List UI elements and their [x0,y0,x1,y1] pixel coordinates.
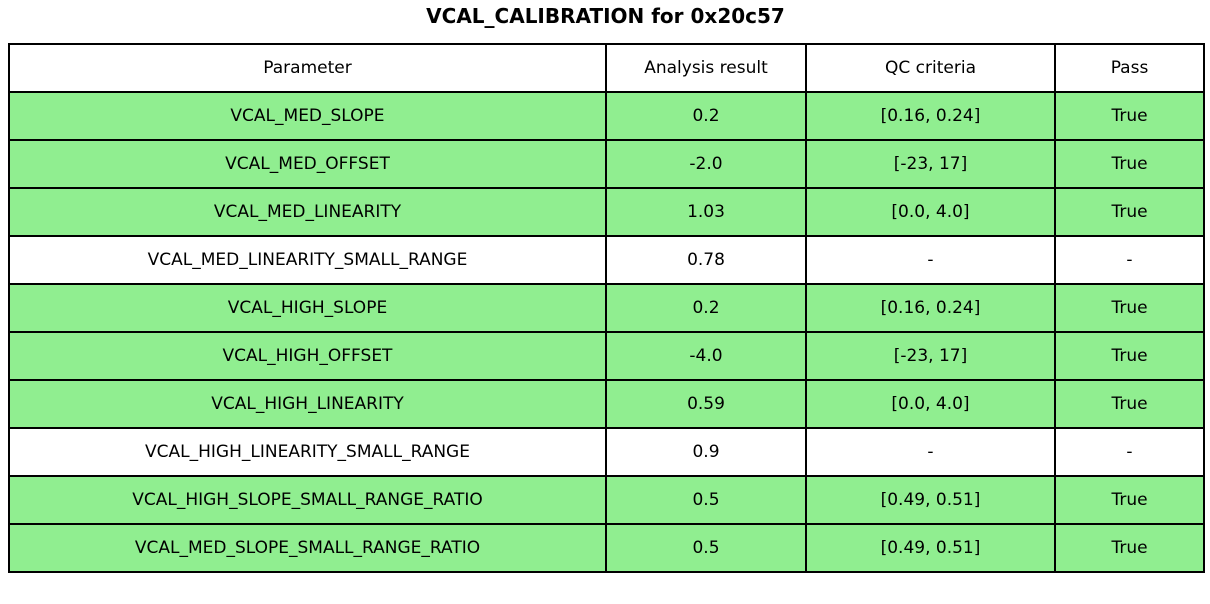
cell-parameter: VCAL_HIGH_LINEARITY [8,379,607,429]
cell-qc-criteria: [0.49, 0.51] [805,475,1056,525]
cell-analysis-result: -2.0 [605,139,807,189]
table-row: VCAL_HIGH_SLOPE_SMALL_RANGE_RATIO 0.5 [0.4… [8,475,1205,525]
cell-analysis-result: 0.5 [605,523,807,573]
cell-parameter: VCAL_MED_OFFSET [8,139,607,189]
cell-qc-criteria: [-23, 17] [805,139,1056,189]
cell-parameter: VCAL_MED_SLOPE_SMALL_RANGE_RATIO [8,523,607,573]
table-row: VCAL_MED_LINEARITY 1.03 [0.0, 4.0] True [8,187,1205,237]
table-row: VCAL_MED_LINEARITY_SMALL_RANGE 0.78- - [8,235,1205,285]
cell-analysis-result: 0.5 [605,475,807,525]
cell-pass: - [1054,235,1205,285]
table-header-row: Parameter Analysis result QC criteria Pa… [8,43,1205,93]
cell-qc-criteria: [0.49, 0.51] [805,523,1056,573]
table-row: VCAL_MED_SLOPE_SMALL_RANGE_RATIO 0.5 [0.49… [8,523,1205,573]
cell-pass: True [1054,331,1205,381]
column-header-qc-criteria: QC criteria [805,43,1056,93]
cell-parameter: VCAL_MED_LINEARITY [8,187,607,237]
cell-analysis-result: 0.9 [605,427,807,477]
table-row: VCAL_HIGH_SLOPE 0.2 [0.16, 0.24] True [8,283,1205,333]
cell-qc-criteria: - [805,235,1056,285]
cell-qc-criteria: [0.0, 4.0] [805,187,1056,237]
table-row: VCAL_HIGH_LINEARITY_SMALL_RANGE 0.9- - [8,427,1205,477]
cell-pass: True [1054,283,1205,333]
qc-table-body: VCAL_MED_SLOPE 0.2 [0.16, 0.24] True VCAL_ME… [8,91,1205,573]
cell-analysis-result: 0.78 [605,235,807,285]
column-header-analysis-result: Analysis result [605,43,807,93]
cell-pass: True [1054,523,1205,573]
cell-parameter: VCAL_HIGH_SLOPE [8,283,607,333]
cell-qc-criteria: [-23, 17] [805,331,1056,381]
table-row: VCAL_HIGH_OFFSET -4.0 [-23, 17] True [8,331,1205,381]
table-row: VCAL_MED_OFFSET -2.0 [-23, 17] True [8,139,1205,189]
cell-qc-criteria: - [805,427,1056,477]
cell-qc-criteria: [0.16, 0.24] [805,283,1056,333]
cell-qc-criteria: [0.16, 0.24] [805,91,1056,141]
column-header-pass: Pass [1054,43,1205,93]
page-title: VCAL_CALIBRATION for 0x20c57 [426,4,785,28]
cell-pass: True [1054,139,1205,189]
cell-qc-criteria: [0.0, 4.0] [805,379,1056,429]
cell-pass: True [1054,187,1205,237]
cell-pass: True [1054,91,1205,141]
cell-parameter: VCAL_HIGH_SLOPE_SMALL_RANGE_RATIO [8,475,607,525]
cell-pass: - [1054,427,1205,477]
cell-pass: True [1054,475,1205,525]
qc-results-table: Parameter Analysis result QC criteria Pa… [8,43,1205,573]
table-row: VCAL_HIGH_LINEARITY 0.59 [0.0, 4.0] True [8,379,1205,429]
cell-analysis-result: 0.59 [605,379,807,429]
cell-analysis-result: 0.2 [605,91,807,141]
cell-parameter: VCAL_MED_SLOPE [8,91,607,141]
cell-analysis-result: 0.2 [605,283,807,333]
cell-analysis-result: -4.0 [605,331,807,381]
column-header-parameter: Parameter [8,43,607,93]
cell-pass: True [1054,379,1205,429]
table-row: VCAL_MED_SLOPE 0.2 [0.16, 0.24] True [8,91,1205,141]
cell-parameter: VCAL_MED_LINEARITY_SMALL_RANGE [8,235,607,285]
cell-analysis-result: 1.03 [605,187,807,237]
cell-parameter: VCAL_HIGH_OFFSET [8,331,607,381]
cell-parameter: VCAL_HIGH_LINEARITY_SMALL_RANGE [8,427,607,477]
